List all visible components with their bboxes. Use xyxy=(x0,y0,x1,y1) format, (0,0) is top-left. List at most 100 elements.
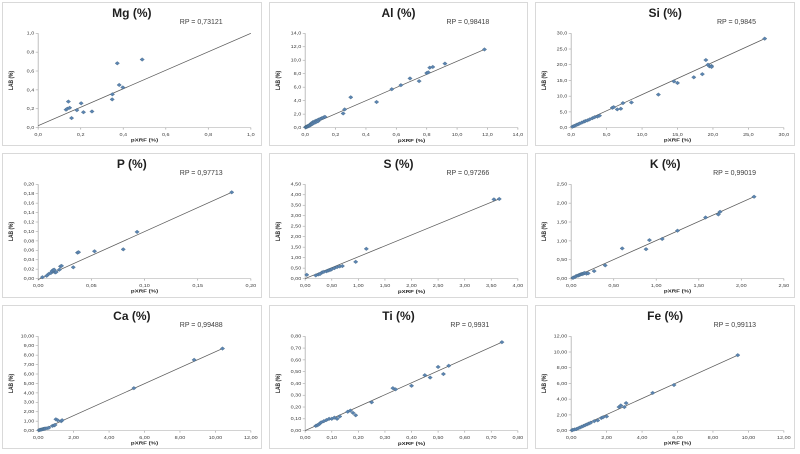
svg-text:LAB (%): LAB (%) xyxy=(542,71,549,90)
svg-text:0,14: 0,14 xyxy=(24,211,35,216)
svg-text:10,0: 10,0 xyxy=(290,58,301,63)
svg-text:3,50: 3,50 xyxy=(486,284,497,289)
svg-text:LAB (%): LAB (%) xyxy=(542,373,549,392)
svg-text:0,00: 0,00 xyxy=(33,284,44,289)
svg-text:0,0: 0,0 xyxy=(34,132,42,137)
svg-text:0,10: 0,10 xyxy=(326,435,337,440)
svg-text:0,04: 0,04 xyxy=(24,258,35,263)
svg-text:0,20: 0,20 xyxy=(290,405,301,410)
svg-text:0,00: 0,00 xyxy=(557,428,568,433)
svg-text:0,06: 0,06 xyxy=(24,249,35,254)
svg-text:30,0: 30,0 xyxy=(557,31,568,36)
svg-text:30,0: 30,0 xyxy=(779,132,790,137)
svg-text:8,0: 8,0 xyxy=(293,72,301,77)
svg-text:6,00: 6,00 xyxy=(139,435,150,440)
svg-text:0,6: 0,6 xyxy=(162,132,170,137)
svg-text:0,02: 0,02 xyxy=(24,267,35,272)
svg-text:0,00: 0,00 xyxy=(300,435,311,440)
svg-text:0,60: 0,60 xyxy=(290,357,301,362)
svg-text:0,00: 0,00 xyxy=(300,284,311,289)
svg-text:LAB (%): LAB (%) xyxy=(8,373,15,392)
svg-text:0,10: 0,10 xyxy=(24,230,35,235)
svg-text:pXRF (%): pXRF (%) xyxy=(131,441,158,446)
svg-text:2,50: 2,50 xyxy=(779,284,790,289)
svg-text:1,50: 1,50 xyxy=(290,245,301,250)
svg-text:4,0: 4,0 xyxy=(293,99,301,104)
svg-text:6,00: 6,00 xyxy=(557,381,568,386)
svg-text:pXRF (%): pXRF (%) xyxy=(398,441,425,446)
svg-text:7,00: 7,00 xyxy=(24,362,35,367)
svg-text:0,50: 0,50 xyxy=(557,258,568,263)
svg-text:0,0: 0,0 xyxy=(27,125,35,130)
svg-text:LAB (%): LAB (%) xyxy=(275,222,282,241)
svg-text:0,8: 0,8 xyxy=(205,132,213,137)
svg-text:3,00: 3,00 xyxy=(290,214,301,219)
svg-text:2,00: 2,00 xyxy=(602,435,613,440)
svg-text:0,0: 0,0 xyxy=(560,125,568,130)
svg-text:0,00: 0,00 xyxy=(290,277,301,282)
svg-text:8,00: 8,00 xyxy=(708,435,719,440)
svg-text:0,20: 0,20 xyxy=(353,435,364,440)
svg-text:2,00: 2,00 xyxy=(736,284,747,289)
svg-text:20,0: 20,0 xyxy=(557,63,568,68)
svg-text:LAB (%): LAB (%) xyxy=(8,71,15,90)
svg-text:0,00: 0,00 xyxy=(557,277,568,282)
svg-text:pXRF (%): pXRF (%) xyxy=(664,290,691,295)
svg-text:0,8: 0,8 xyxy=(27,50,35,55)
svg-text:0,50: 0,50 xyxy=(609,284,620,289)
svg-text:4,50: 4,50 xyxy=(290,182,301,187)
svg-text:pXRF (%): pXRF (%) xyxy=(131,290,158,295)
svg-text:0,50: 0,50 xyxy=(326,284,337,289)
svg-text:2,00: 2,00 xyxy=(68,435,79,440)
svg-text:LAB (%): LAB (%) xyxy=(542,222,549,241)
svg-text:pXRF (%): pXRF (%) xyxy=(664,138,691,143)
svg-text:2,50: 2,50 xyxy=(557,182,568,187)
svg-text:0,16: 0,16 xyxy=(24,201,35,206)
svg-text:1,0: 1,0 xyxy=(247,132,255,137)
svg-text:3,50: 3,50 xyxy=(290,203,301,208)
svg-text:20,0: 20,0 xyxy=(708,132,719,137)
svg-text:8,00: 8,00 xyxy=(557,365,568,370)
svg-text:0,40: 0,40 xyxy=(406,435,417,440)
svg-text:0,20: 0,20 xyxy=(24,182,35,187)
svg-text:0,6: 0,6 xyxy=(392,132,400,137)
svg-text:pXRF (%): pXRF (%) xyxy=(664,441,691,446)
svg-text:0,08: 0,08 xyxy=(24,239,35,244)
svg-text:pXRF (%): pXRF (%) xyxy=(398,290,425,295)
svg-text:0,2: 0,2 xyxy=(77,132,85,137)
svg-text:2,00: 2,00 xyxy=(557,412,568,417)
svg-text:9,00: 9,00 xyxy=(24,343,35,348)
svg-text:0,2: 0,2 xyxy=(331,132,339,137)
svg-text:0,18: 0,18 xyxy=(24,192,35,197)
svg-text:2,00: 2,00 xyxy=(557,201,568,206)
svg-text:0,30: 0,30 xyxy=(290,393,301,398)
svg-text:4,00: 4,00 xyxy=(557,397,568,402)
svg-text:0,10: 0,10 xyxy=(139,284,150,289)
svg-text:0,12: 0,12 xyxy=(24,220,35,225)
svg-text:3,00: 3,00 xyxy=(459,284,470,289)
svg-text:12,0: 12,0 xyxy=(290,45,301,50)
svg-text:12,00: 12,00 xyxy=(777,435,791,440)
svg-text:0,05: 0,05 xyxy=(86,284,97,289)
svg-text:0,00: 0,00 xyxy=(33,435,44,440)
svg-text:10,00: 10,00 xyxy=(209,435,223,440)
svg-text:2,50: 2,50 xyxy=(432,284,443,289)
svg-text:0,80: 0,80 xyxy=(290,334,301,339)
svg-text:4,00: 4,00 xyxy=(24,390,35,395)
svg-text:0,4: 0,4 xyxy=(362,132,370,137)
svg-text:6,00: 6,00 xyxy=(673,435,684,440)
svg-text:0,2: 0,2 xyxy=(27,107,35,112)
svg-text:0,00: 0,00 xyxy=(566,284,577,289)
svg-text:0,0: 0,0 xyxy=(293,125,301,130)
svg-text:0,4: 0,4 xyxy=(27,88,35,93)
svg-text:0,30: 0,30 xyxy=(379,435,390,440)
svg-text:0,00: 0,00 xyxy=(566,435,577,440)
svg-text:0,50: 0,50 xyxy=(290,369,301,374)
svg-text:10,00: 10,00 xyxy=(554,350,568,355)
svg-text:8,00: 8,00 xyxy=(175,435,186,440)
svg-text:0,0: 0,0 xyxy=(568,132,576,137)
svg-text:0,60: 0,60 xyxy=(459,435,470,440)
svg-text:0,8: 0,8 xyxy=(423,132,431,137)
svg-text:1,0: 1,0 xyxy=(27,31,35,36)
svg-text:0,50: 0,50 xyxy=(290,266,301,271)
